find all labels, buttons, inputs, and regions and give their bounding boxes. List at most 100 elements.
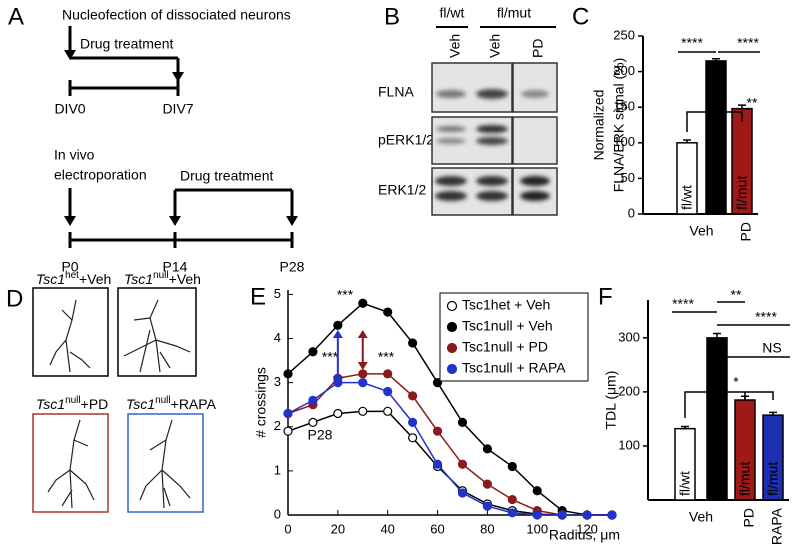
x-tick-label: 40 (380, 521, 394, 536)
shape (512, 62, 558, 113)
shape (47, 419, 95, 509)
shape (476, 125, 508, 133)
arrow-head (332, 376, 343, 384)
shape: Tsc1null+Veh (124, 270, 201, 287)
y-tick-label: 200 (618, 383, 640, 398)
panel-label: E (250, 283, 266, 310)
data-point (408, 433, 418, 443)
data-point (482, 501, 492, 511)
bar-label: fl/mut (708, 176, 724, 210)
data-point (532, 510, 542, 520)
label: P14 (163, 259, 188, 275)
significance-label: *** (378, 349, 395, 365)
y-tick-label: 0 (274, 506, 281, 521)
error-bar (681, 425, 689, 429)
shape (520, 176, 550, 186)
significance-label: *** (337, 287, 354, 303)
data-point (432, 459, 443, 469)
annotation: P28 (308, 427, 333, 443)
arrow-head (357, 362, 368, 370)
error-bar (683, 139, 691, 143)
error-bar (712, 58, 720, 61)
data-point (308, 347, 318, 357)
panel-label: A (8, 3, 24, 30)
label: Tsc1 (126, 396, 155, 412)
label: +PD (81, 396, 109, 412)
data-point (358, 378, 368, 388)
bar-label: fl/mut (734, 176, 750, 210)
shape (117, 287, 197, 377)
label: FLNA (378, 84, 414, 100)
significance-label: NS (762, 340, 781, 356)
label: Drug treatment (80, 36, 173, 52)
group-label: RAPA (769, 507, 785, 545)
data-point (582, 510, 592, 520)
shape (49, 299, 91, 373)
bar-label: fl/mut (765, 462, 781, 496)
shape (64, 216, 76, 226)
shape (435, 191, 467, 201)
data-point (482, 479, 492, 489)
shape (32, 287, 109, 377)
significance-bracket (686, 111, 743, 132)
y-tick-label: 150 (613, 99, 635, 114)
shape (436, 90, 466, 98)
significance-label: ** (731, 287, 742, 303)
group-label: Veh (689, 509, 713, 525)
legend-box (439, 292, 589, 382)
shape (476, 191, 508, 201)
series-line (287, 373, 612, 516)
x-tick-label: 120 (576, 521, 598, 536)
y-tick-label: 0 (628, 205, 635, 220)
group-label: Veh (689, 223, 713, 239)
panel-label: F (598, 283, 613, 310)
legend-marker (446, 300, 458, 312)
shape (435, 176, 467, 186)
data-point (308, 417, 318, 427)
data-point (432, 426, 443, 436)
shape (436, 126, 466, 132)
significance-label: **** (681, 35, 703, 51)
bar-label: fl/mut (737, 462, 753, 496)
y-tick-label: 100 (613, 134, 635, 149)
label: Drug treatment (180, 168, 273, 184)
data-point (283, 408, 293, 419)
neuron-traces (47, 299, 191, 509)
shape (169, 216, 181, 226)
x-tick-label: 80 (480, 521, 494, 536)
shape (172, 72, 184, 82)
significance-label: **** (755, 309, 777, 325)
data-point (333, 320, 343, 330)
label: fl/wt (440, 5, 465, 21)
data-point (607, 510, 617, 520)
data-point (557, 510, 567, 520)
arrow-head (357, 330, 368, 338)
x-axis-label: Radius, μm (549, 527, 620, 543)
significance-label: **** (737, 35, 759, 51)
shape (286, 216, 298, 226)
label: Tsc1 (36, 396, 65, 412)
error-bar (769, 411, 777, 416)
label: null (155, 395, 171, 406)
series-line (287, 302, 612, 516)
label: In vivo (54, 147, 95, 163)
label: DIV0 (54, 101, 85, 117)
legend-label: Tsc1het + Veh (462, 297, 550, 313)
x-tick-label: 0 (284, 521, 291, 536)
x-tick-label: 60 (430, 521, 444, 536)
error-bar (713, 332, 721, 338)
label: +Veh (79, 271, 111, 287)
data-point (383, 386, 393, 397)
data-point (457, 488, 468, 498)
label: Veh (447, 34, 463, 58)
shape (520, 191, 550, 201)
group-label: PD (738, 222, 754, 241)
data-point (457, 459, 468, 469)
y-tick-label: 100 (618, 437, 640, 452)
data-point (333, 408, 343, 419)
data-point (383, 406, 393, 416)
label: Tsc1 (124, 271, 153, 287)
legend-label: Tsc1null + Veh (462, 318, 553, 334)
arrow-head (332, 330, 343, 338)
label: fl/mut (497, 5, 531, 21)
